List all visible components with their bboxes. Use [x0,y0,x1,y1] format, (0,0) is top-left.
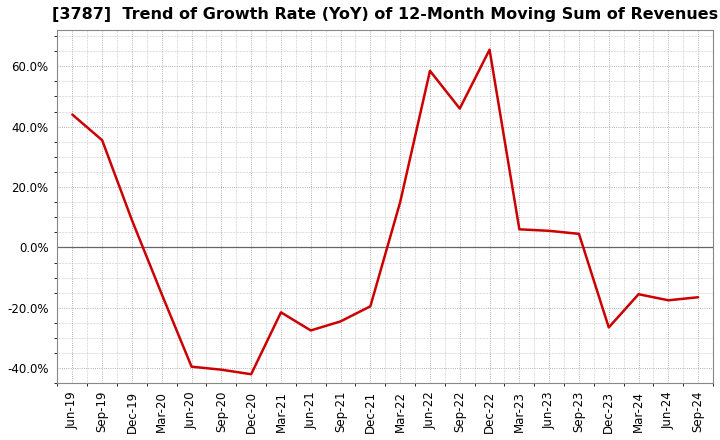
Title: [3787]  Trend of Growth Rate (YoY) of 12-Month Moving Sum of Revenues: [3787] Trend of Growth Rate (YoY) of 12-… [53,7,719,22]
